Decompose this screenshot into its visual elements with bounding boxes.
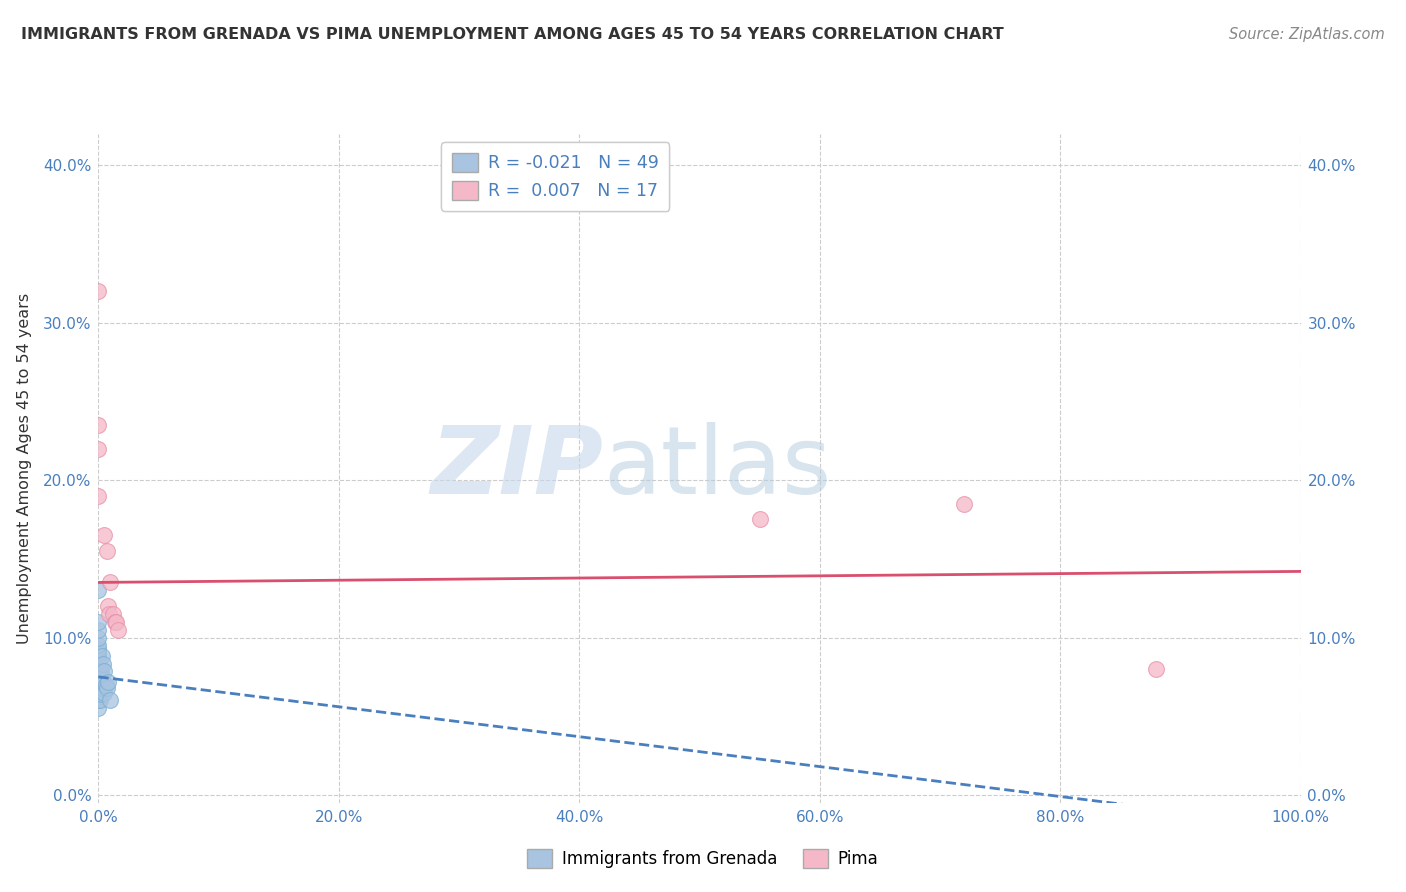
Point (87, 646, 110, 660)
Point (89, 693, 111, 707)
Text: IMMIGRANTS FROM GRENADA VS PIMA UNEMPLOYMENT AMONG AGES 45 TO 54 YEARS CORRELATI: IMMIGRANTS FROM GRENADA VS PIMA UNEMPLOY… (21, 27, 1004, 42)
Point (87, 651, 110, 665)
Point (87, 645, 110, 659)
Point (91, 672, 114, 686)
Point (87, 641, 110, 656)
Point (93, 528, 115, 542)
Point (87, 284, 110, 298)
Point (89, 658, 111, 673)
Point (87, 648, 110, 662)
Point (91, 649, 114, 664)
Point (87, 678, 110, 692)
Point (87, 685, 110, 699)
Point (87, 672, 110, 686)
Point (105, 615, 128, 629)
Point (87, 639, 110, 653)
Point (91, 657, 114, 672)
Point (91, 676, 114, 690)
Point (87, 652, 110, 666)
Point (89, 674, 111, 689)
Point (96, 544, 118, 558)
Point (87, 615, 110, 629)
Legend: Immigrants from Grenada, Pima: Immigrants from Grenada, Pima (520, 843, 886, 875)
Point (107, 623, 129, 637)
Point (87, 656, 110, 670)
Point (87, 681, 110, 695)
Point (91, 681, 114, 695)
Point (87, 631, 110, 645)
Point (87, 673, 110, 687)
Point (87, 670, 110, 684)
Point (87, 690, 110, 705)
Point (104, 615, 127, 629)
Text: Source: ZipAtlas.com: Source: ZipAtlas.com (1229, 27, 1385, 42)
Point (87, 649, 110, 664)
Point (100, 575, 122, 590)
Point (87, 660, 110, 674)
Point (93, 685, 115, 699)
Point (93, 664, 115, 678)
Y-axis label: Unemployment Among Ages 45 to 54 years: Unemployment Among Ages 45 to 54 years (17, 293, 32, 644)
Point (96, 681, 118, 695)
Point (97, 599, 120, 613)
Point (87, 417, 110, 432)
Point (87, 654, 110, 668)
Point (101, 607, 124, 621)
Point (90, 665, 112, 680)
Point (87, 682, 110, 697)
Point (87, 665, 110, 680)
Point (97, 674, 120, 689)
Point (87, 668, 110, 682)
Point (87, 623, 110, 637)
Point (87, 442, 110, 456)
Point (87, 662, 110, 676)
Point (87, 657, 110, 672)
Point (748, 512, 770, 526)
Point (953, 497, 976, 511)
Text: atlas: atlas (603, 422, 831, 515)
Point (87, 701, 110, 715)
Point (87, 658, 110, 673)
Text: ZIP: ZIP (430, 422, 603, 515)
Point (100, 693, 122, 707)
Point (87, 583, 110, 598)
Point (98, 607, 121, 621)
Point (94, 678, 117, 692)
Point (87, 664, 110, 678)
Point (87, 666, 110, 681)
Point (87, 674, 110, 689)
Legend: R = -0.021   N = 49, R =  0.007   N = 17: R = -0.021 N = 49, R = 0.007 N = 17 (441, 143, 669, 211)
Point (87, 693, 110, 707)
Point (90, 687, 112, 701)
Point (1144, 662, 1167, 676)
Point (87, 489, 110, 503)
